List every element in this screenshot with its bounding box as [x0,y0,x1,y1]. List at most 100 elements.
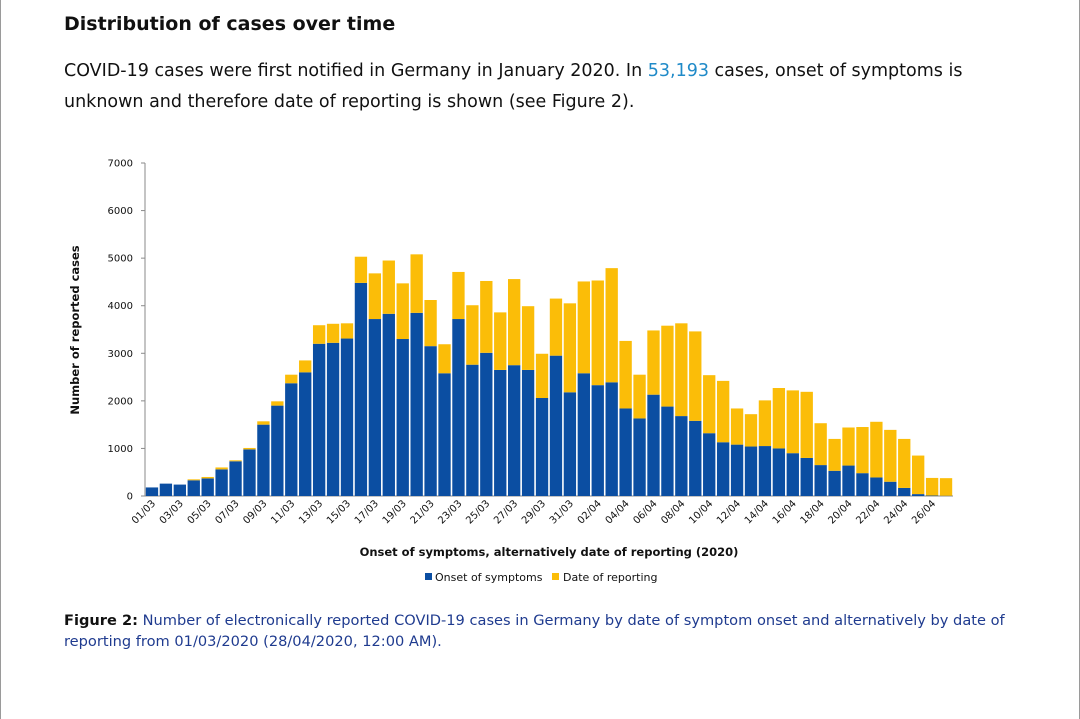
bar-reporting [535,353,549,399]
bar-onset [800,457,813,496]
x-tick-label: 19/03 [381,498,409,526]
bar-onset [480,352,493,496]
bar-reporting [549,298,563,356]
legend-swatch-onset [425,573,432,580]
bar-onset [549,355,563,496]
x-tick-label: 29/03 [520,498,548,526]
bar-onset [382,313,395,496]
x-tick-label: 03/03 [158,498,186,526]
intro-text-before: COVID-19 cases were first notified in Ge… [64,61,648,81]
page-border-left [0,0,1,719]
x-tick-label: 26/04 [910,498,938,526]
bar-onset [326,342,340,496]
bar-reporting [814,423,827,466]
bar-reporting [452,271,465,320]
y-tick-label: 6000 [108,206,133,217]
bar-onset [842,465,855,496]
bar-onset [619,408,632,496]
bar-reporting [786,390,799,454]
bar-onset [396,339,409,496]
bar-reporting [382,260,395,314]
figure-caption-text: Number of electronically reported COVID-… [64,612,1005,650]
bar-onset [173,484,186,496]
bar-onset [898,487,911,496]
cases-chart: 0 1000 2000 3000 4000 5000 6000 7000 01/03 03/03… [68,159,953,584]
bar-reporting [661,325,674,407]
x-tick-label: 09/03 [241,498,269,526]
bar-reporting [772,388,786,449]
x-tick-label: 21/03 [409,498,437,526]
bar-reporting [340,323,354,339]
x-tick-label: 17/03 [353,498,381,526]
bar-onset [145,487,159,496]
bar-onset [870,477,883,496]
x-tick-label: 05/03 [186,498,214,526]
bar-reporting [577,281,590,374]
x-tick-label: 25/03 [464,498,492,526]
bar-onset [285,383,298,496]
bar-onset [494,369,507,496]
bar-onset [730,444,744,496]
bar-onset [299,372,312,496]
legend-label-reporting: Date of reporting [563,571,658,584]
y-tick-label: 4000 [108,301,133,312]
x-tick-label: 11/03 [269,498,297,526]
bar-reporting [312,325,326,344]
bar-onset [521,369,535,496]
bar-reporting [257,421,270,425]
bar-reporting [939,478,953,496]
bar-reporting [243,447,256,450]
figure-caption: Figure 2: Number of electronically repor… [64,610,1024,652]
bar-onset [563,392,577,496]
x-tick-label: 22/04 [854,498,882,526]
bar-onset [508,365,521,496]
intro-text-after: cases, onset of symptoms is unknown and … [64,61,963,112]
bar-onset [340,338,354,496]
bar-onset [661,406,674,496]
bar-reporting [563,303,577,393]
x-tick-label: 10/04 [687,498,715,526]
unknown-onset-count: 53,193 [647,61,709,81]
y-axis-label: Number of reported cases [68,245,82,414]
x-tick-label: 20/04 [826,498,854,526]
bar-onset [786,453,799,496]
y-tick-label: 5000 [108,254,133,265]
bar-reporting [675,323,688,417]
bar-onset [271,405,284,496]
bar-onset [703,433,716,496]
bar-onset [424,346,437,496]
x-tick-label: 16/04 [771,498,799,526]
bar-onset [215,469,228,496]
bar-onset [368,319,382,496]
legend-label-onset: Onset of symptoms [435,571,543,584]
bar-onset [201,478,214,496]
bar-reporting [466,305,479,365]
y-tick-label: 2000 [108,396,133,407]
bar-onset [452,319,465,496]
bar-onset [884,481,897,496]
bar-reporting [368,273,382,320]
bar-reporting [898,438,911,488]
bar-onset [633,418,646,496]
bar-onset [243,449,256,496]
bar-onset [828,470,841,496]
bar-onset [856,473,869,496]
bar-onset [438,373,451,496]
legend-swatch-reporting [552,573,559,580]
x-tick-label: 31/03 [548,498,576,526]
bar-reporting [354,256,368,283]
bar-reporting [744,414,758,447]
bar-onset [466,364,479,496]
bar-onset [229,461,242,496]
bar-reporting [703,375,716,434]
bar-reporting [619,340,632,409]
bar-onset [912,494,925,496]
bar-reporting [285,374,298,384]
chart-legend: Onset of symptoms Date of reporting [425,571,658,584]
bar-reporting [410,254,423,313]
bar-onset [647,394,660,496]
x-tick-label: 07/03 [214,498,242,526]
bar-reporting [730,408,744,445]
bar-reporting [229,460,242,462]
bar-onset [312,343,326,496]
